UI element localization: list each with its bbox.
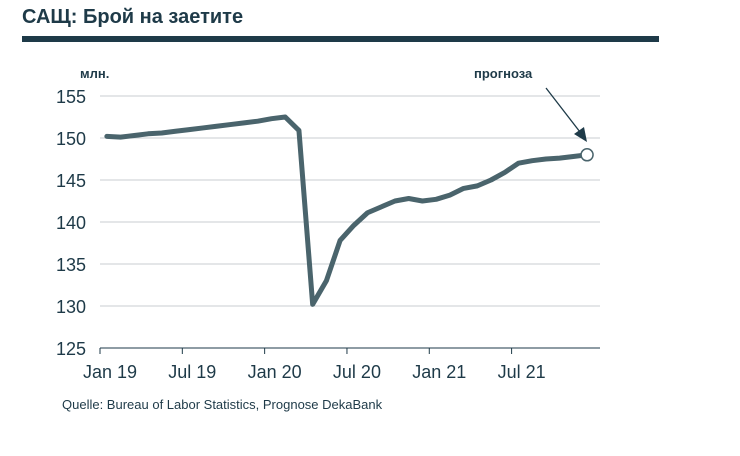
x-tick-label: Jul 20 (333, 362, 381, 382)
y-tick-label: 155 (56, 87, 86, 107)
forecast-point (580, 148, 594, 162)
x-tick-label: Jan 20 (248, 362, 302, 382)
annotation-arrowhead-icon (574, 127, 587, 142)
y-tick-label: 135 (56, 255, 86, 275)
x-tick-label: Jan 19 (83, 362, 137, 382)
source-note: Quelle: Bureau of Labor Statistics, Prog… (62, 397, 383, 412)
x-tick-label: Jul 19 (168, 362, 216, 382)
forecast-annotation: прогноза (474, 66, 533, 81)
y-tick-label: 140 (56, 213, 86, 233)
x-tick-label: Jul 21 (498, 362, 546, 382)
y-tick-label: 145 (56, 171, 86, 191)
annotation-arrow-line (545, 87, 581, 133)
y-axis-unit: млн. (80, 66, 109, 81)
title-rule (22, 36, 659, 42)
y-tick-label: 130 (56, 297, 86, 317)
y-tick-label: 150 (56, 129, 86, 149)
series-line (104, 114, 590, 307)
y-tick-label: 125 (56, 339, 86, 359)
x-tick-label: Jan 21 (412, 362, 466, 382)
chart-title: САЩ: Брой на заетите (22, 6, 244, 28)
